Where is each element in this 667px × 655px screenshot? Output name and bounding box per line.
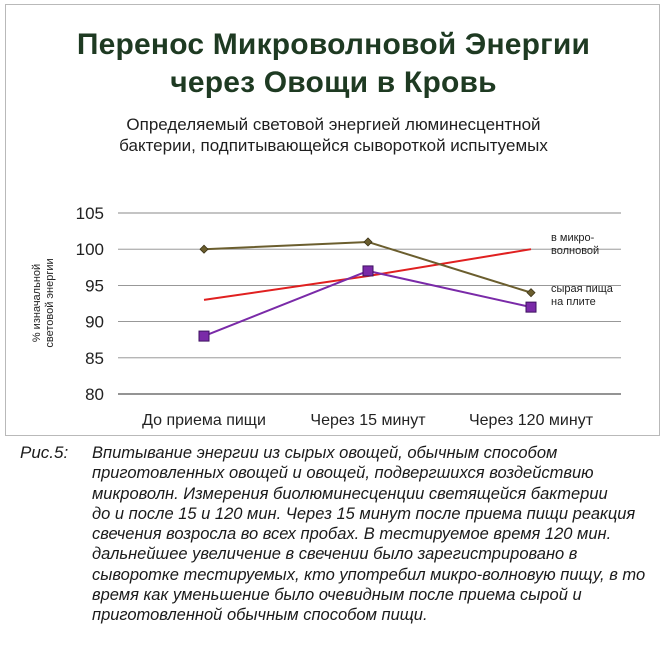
y-tick-labels: 80 85 90 95 100 105: [76, 204, 104, 404]
y-axis-label-line: % изначальной: [31, 264, 43, 342]
y-tick-label: 105: [76, 204, 104, 223]
y-axis-label: % изначальной световой энергии: [31, 258, 56, 347]
x-tick-label: До приема пищи: [142, 412, 266, 429]
series-line-3: [203, 269, 532, 338]
y-tick-label: 90: [85, 313, 104, 332]
series-markers: [198, 237, 537, 342]
y-tick-label: 85: [85, 349, 104, 368]
caption-line: сыворотке тестируемых, кто употребил мик…: [92, 565, 646, 584]
square-marker: [362, 265, 374, 277]
series-label: волновой: [551, 245, 599, 257]
series-label: в микро-: [551, 232, 595, 244]
chart-title-line-1: Перенос Микроволновой Энергии: [76, 28, 591, 61]
caption-text: Впитывание энергии из сырых овощей, обыч…: [92, 443, 654, 626]
caption-label: Рис.5:: [20, 443, 69, 462]
caption-line: время как уменьшение было очевидным посл…: [92, 586, 582, 605]
x-tick-label: Через 120 минут: [469, 412, 594, 429]
diamond-marker: [363, 237, 373, 247]
y-tick-label: 100: [76, 240, 104, 259]
chart-subtitle-line-2: бактерии, подпитывающейся сывороткой исп…: [119, 136, 548, 155]
line-chart: 80 85 90 95 100 105 До приема пищи Через 15 ми…: [31, 204, 621, 429]
figure-frame: [5, 4, 660, 436]
caption-line: Впитывание энергии из сырых овощей, обыч…: [92, 444, 558, 462]
caption-line: микроволн. Измерения биолюминесценции св…: [92, 484, 608, 503]
series-label: сырая пища: [551, 283, 614, 295]
diamond-marker: [199, 244, 209, 254]
x-tick-labels: До приема пищи Через 15 минут Через 120 ми…: [142, 412, 594, 429]
diamond-marker: [526, 288, 536, 298]
y-tick-label: 95: [85, 276, 104, 295]
series-label: на плите: [551, 296, 596, 308]
caption-line: дальнейшее увеличение в свечении было за…: [92, 545, 578, 564]
chart-subtitle-line-1: Определяемый световой энергией люминесце…: [126, 115, 541, 134]
square-marker: [525, 301, 537, 313]
caption-line: приготовленных овощей и овощей, подвергш…: [92, 464, 594, 483]
y-axis-label-line: световой энергии: [44, 258, 56, 347]
y-tick-label: 80: [85, 385, 104, 404]
caption-line: приготовленной обычным способом пищи.: [92, 606, 428, 625]
chart-title-line-2: через Овощи в Кровь: [170, 66, 497, 99]
caption-line: до и после 15 и 120 мин. Через 15 минут …: [92, 504, 636, 523]
caption-line: свечения возросла во всех пробах. В тест…: [92, 525, 612, 544]
square-marker: [198, 330, 210, 342]
gridlines: [118, 212, 621, 395]
x-tick-label: Через 15 минут: [310, 412, 426, 429]
